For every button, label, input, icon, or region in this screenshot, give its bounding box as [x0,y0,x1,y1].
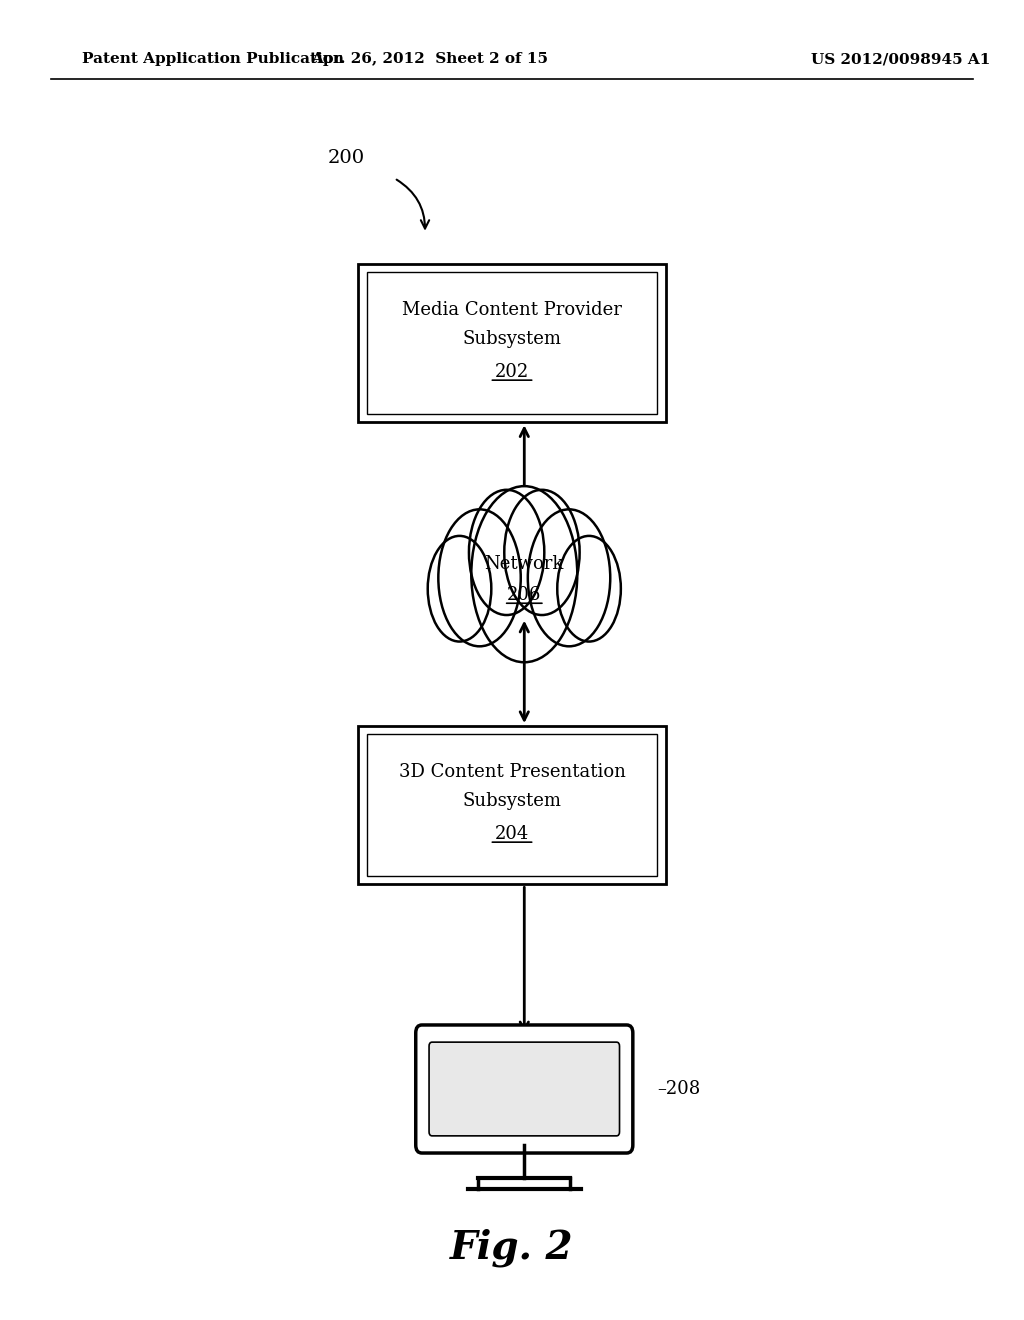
FancyBboxPatch shape [429,1043,620,1135]
Text: Media Content Provider: Media Content Provider [402,301,622,319]
Text: Patent Application Publication: Patent Application Publication [82,53,344,66]
Text: 204: 204 [495,825,529,843]
Ellipse shape [527,510,610,647]
Text: 206: 206 [507,586,542,605]
Text: Fig. 2: Fig. 2 [451,1228,573,1267]
FancyBboxPatch shape [358,726,666,884]
FancyBboxPatch shape [358,264,666,422]
Text: 200: 200 [328,149,365,168]
Ellipse shape [471,486,578,663]
Ellipse shape [438,510,521,647]
Ellipse shape [504,490,580,615]
Text: 3D Content Presentation: 3D Content Presentation [398,763,626,781]
Text: Network: Network [484,554,564,573]
FancyBboxPatch shape [367,734,657,876]
Text: 202: 202 [495,363,529,381]
FancyArrowPatch shape [396,180,429,228]
Text: Apr. 26, 2012  Sheet 2 of 15: Apr. 26, 2012 Sheet 2 of 15 [311,53,549,66]
FancyBboxPatch shape [367,272,657,414]
FancyBboxPatch shape [416,1024,633,1154]
Text: –208: –208 [657,1080,700,1098]
Ellipse shape [469,490,545,615]
Ellipse shape [557,536,621,642]
Text: Subsystem: Subsystem [463,330,561,348]
Text: Subsystem: Subsystem [463,792,561,810]
Text: US 2012/0098945 A1: US 2012/0098945 A1 [811,53,991,66]
Ellipse shape [428,536,492,642]
